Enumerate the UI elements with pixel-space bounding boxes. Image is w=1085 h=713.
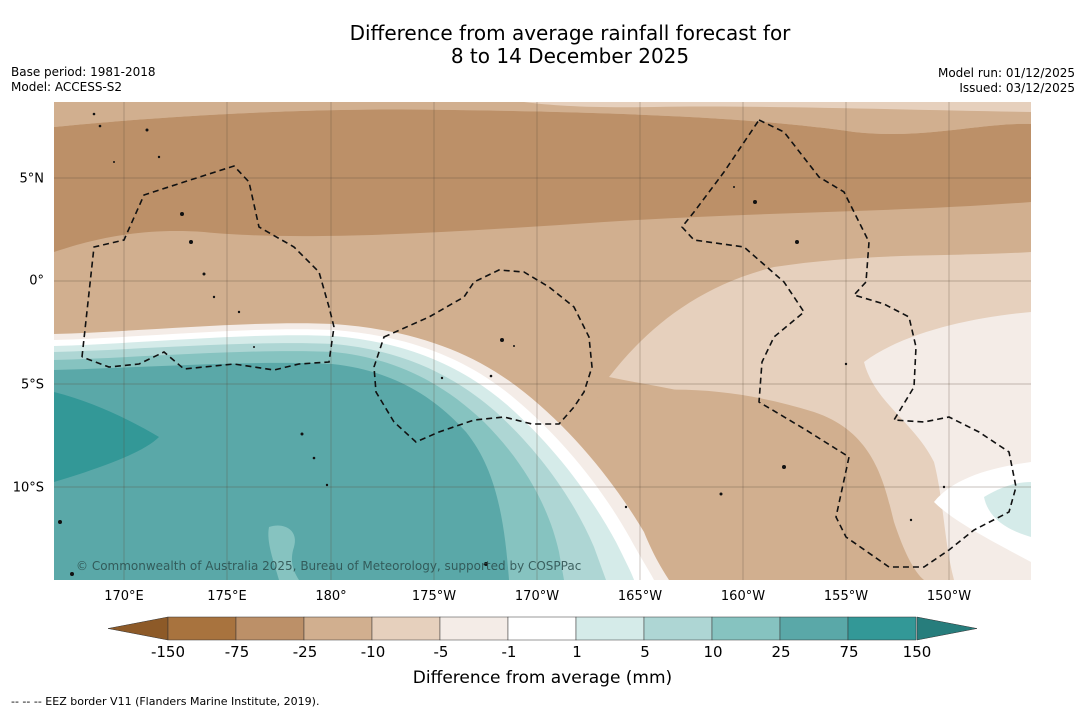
lon-label: 165°W: [617, 589, 663, 604]
lon-label: 150°W: [926, 589, 972, 604]
eez-borders: [81, 118, 1017, 568]
field-dry-25-top: [54, 102, 1031, 135]
title-line-2: 8 to 14 December 2025: [450, 44, 690, 68]
colorbar-tick-label: 5: [640, 643, 650, 661]
eez-tuvalu: [81, 165, 335, 371]
colorbar-swatch: [167, 616, 237, 641]
model-run: Model run: 01/12/2025: [937, 66, 1075, 80]
eez-tokelau: [373, 269, 593, 443]
title-line-1: Difference from average rainfall forecas…: [349, 21, 791, 45]
lon-label: 160°W: [720, 589, 766, 604]
colorbar-tick-label: 1: [572, 643, 582, 661]
colorbar-swatch: [711, 616, 781, 641]
meta-left: Base period: 1981-2018 Model: ACCESS-S2: [11, 65, 156, 95]
colorbar-tick-label: -150: [150, 643, 186, 661]
colorbar-tick-label: -1: [501, 643, 517, 661]
lat-label: 5°N: [19, 171, 45, 187]
lon-label: 175°E: [207, 589, 247, 604]
lon-label: 170°W: [514, 589, 560, 604]
colorbar-swatch: [371, 616, 441, 641]
colorbar-swatches: [167, 616, 917, 641]
lat-label: 10°S: [12, 480, 44, 496]
colorbar-high-extend: [916, 616, 978, 641]
field-dry-75: [54, 109, 1031, 253]
lat-label: 0°: [29, 273, 44, 289]
colorbar-tick-label: 10: [703, 643, 723, 661]
field-dry-25-south: [579, 389, 924, 580]
field-wet-patch: [268, 525, 299, 580]
eez-kiribati-line: [680, 118, 1017, 568]
colorbar-tick-label: -5: [433, 643, 449, 661]
colorbar: [107, 615, 978, 647]
meta-right: Model run: 01/12/2025 Issued: 03/12/2025: [938, 66, 1075, 96]
lon-label: 175°W: [411, 589, 457, 604]
eez-footnote: -- -- -- EEZ border V11 (Flanders Marine…: [11, 695, 320, 708]
lon-label: 155°W: [823, 589, 869, 604]
base-period: Base period: 1981-2018: [11, 65, 156, 79]
field-wet-25-75: [54, 362, 509, 580]
colorbar-tick-label: -25: [292, 643, 318, 661]
colorbar-swatch: [847, 616, 917, 641]
lon-label: 180°: [315, 589, 347, 604]
graticule: [54, 102, 1031, 580]
colorbar-tick-label: 150: [902, 643, 932, 661]
model-name: Model: ACCESS-S2: [11, 80, 123, 94]
lat-label: 5°S: [20, 377, 44, 393]
lon-label: 170°E: [104, 589, 144, 604]
islands: [58, 112, 946, 576]
colorbar-swatch: [303, 616, 373, 641]
colorbar-tick-label: 75: [839, 643, 859, 661]
map-canvas: [54, 102, 1031, 580]
colorbar-swatch: [235, 616, 305, 641]
colorbar-swatch: [575, 616, 645, 641]
forecast-map: [54, 102, 1031, 580]
colorbar-title: Difference from average (mm): [412, 668, 673, 688]
map-title: Difference from average rainfall forecas…: [0, 22, 1085, 68]
colorbar-swatch: [507, 616, 577, 641]
colorbar-tick-label: -75: [224, 643, 250, 661]
colorbar-swatch: [779, 616, 849, 641]
colorbar-swatch: [643, 616, 713, 641]
issued-date: Issued: 03/12/2025: [959, 81, 1075, 95]
copyright-notice: © Commonwealth of Australia 2025, Bureau…: [76, 559, 582, 573]
field-wet-1: [984, 482, 1031, 537]
colorbar-swatch: [439, 616, 509, 641]
field-dry-10-top: [524, 102, 1031, 112]
colorbar-low-extend: [107, 616, 169, 641]
colorbar-tick-label: -10: [360, 643, 386, 661]
field-wet-75-150: [54, 392, 159, 482]
colorbar-tick-label: 25: [771, 643, 791, 661]
colorbar-svg: [107, 616, 978, 641]
